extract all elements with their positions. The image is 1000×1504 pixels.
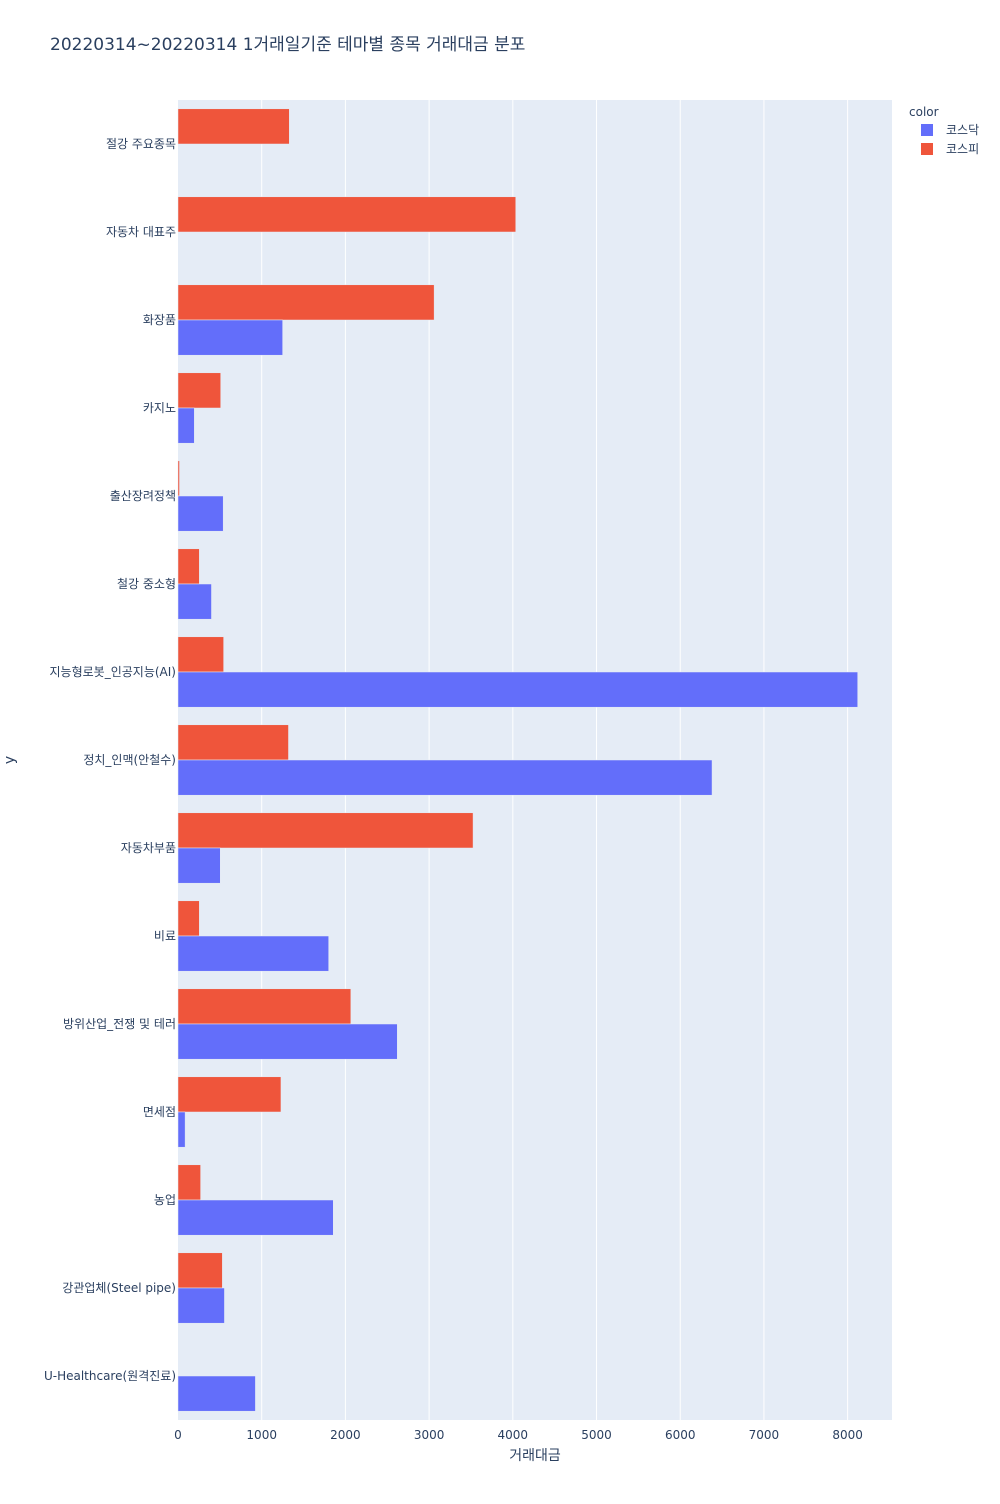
bar	[177, 583, 212, 620]
x-tick-label: 5000	[581, 1428, 612, 1442]
y-tick-label: 농업	[154, 1193, 176, 1207]
legend-title: color	[909, 105, 939, 119]
y-tick-label: 면세점	[143, 1105, 176, 1119]
y-tick-label: 비료	[154, 929, 176, 943]
bar	[177, 1199, 334, 1236]
bar	[177, 724, 289, 761]
x-tick-label: 6000	[665, 1428, 696, 1442]
bar	[177, 319, 283, 356]
bars	[177, 108, 858, 1412]
x-tick-label: 7000	[749, 1428, 780, 1442]
bar	[177, 495, 224, 532]
legend-swatch	[921, 143, 933, 155]
y-tick-label: 정치_인맥(안철수)	[83, 753, 176, 767]
x-tick-label: 4000	[498, 1428, 529, 1442]
y-tick-label: 자동차부품	[121, 841, 176, 855]
legend-label: 코스닥	[946, 123, 979, 137]
y-tick-label: 강관업체(Steel pipe)	[62, 1281, 176, 1295]
x-axis-title: 거래대금	[509, 1448, 561, 1464]
bar	[177, 372, 221, 409]
x-tick-label: 1000	[246, 1428, 277, 1442]
x-tick-label: 2000	[330, 1428, 361, 1442]
bar	[177, 1023, 398, 1060]
bar	[177, 812, 474, 849]
bar	[177, 548, 200, 585]
y-tick-label: 방위산업_전쟁 및 테러	[63, 1017, 176, 1031]
y-tick-label: 자동차 대표주	[106, 225, 176, 239]
bar	[177, 847, 221, 884]
y-tick-label: 절강 주요종목	[106, 137, 176, 151]
bar	[177, 1287, 225, 1324]
bar	[177, 1375, 256, 1412]
bar	[177, 935, 329, 972]
y-tick-label: 철강 중소형	[117, 577, 176, 591]
bar	[177, 900, 200, 937]
bar	[177, 284, 435, 321]
bar	[177, 671, 858, 708]
bar	[177, 1164, 201, 1201]
x-tick-label: 8000	[832, 1428, 863, 1442]
y-tick-label: 카지노	[143, 401, 176, 415]
legend-label: 코스피	[946, 142, 979, 156]
x-tick-label: 3000	[414, 1428, 445, 1442]
legend-swatch	[921, 124, 933, 136]
bar	[177, 988, 352, 1025]
bar	[177, 759, 713, 796]
chart-title: 20220314~20220314 1거래일기준 테마별 종목 거래대금 분포	[50, 35, 525, 55]
bar	[177, 636, 224, 673]
bar	[177, 407, 195, 444]
x-tick-labels: 0 1000 2000 3000 4000 5000 6000 7000 8000	[174, 1428, 863, 1442]
bar	[177, 108, 290, 145]
bar	[177, 1252, 223, 1289]
x-tick-label: 0	[174, 1428, 182, 1442]
y-tick-label: 지능형로봇_인공지능(AI)	[50, 665, 176, 679]
bar	[177, 196, 516, 233]
y-tick-label: 화장품	[143, 313, 176, 327]
y-tick-label: U-Healthcare(원격진료)	[44, 1369, 176, 1383]
y-axis-title: y	[2, 756, 18, 764]
bar	[177, 1111, 186, 1148]
y-tick-label: 출산장려정책	[110, 488, 176, 503]
bar	[177, 460, 180, 497]
bar	[177, 1076, 282, 1113]
